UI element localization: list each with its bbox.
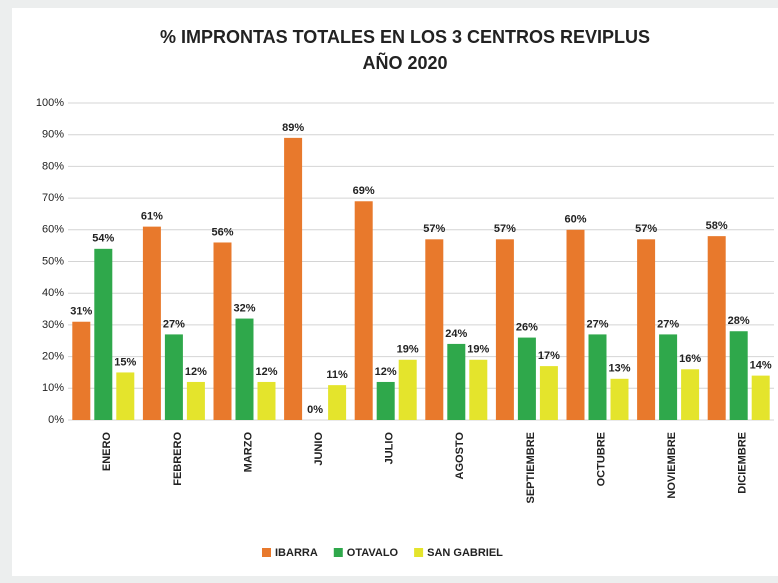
data-label: 61% — [141, 211, 163, 223]
bar — [588, 334, 607, 420]
x-tick-label: FEBRERO — [172, 432, 184, 486]
data-label: 32% — [233, 302, 255, 314]
bar — [284, 137, 303, 420]
y-tick-label: 80% — [42, 160, 64, 172]
legend-swatch — [333, 548, 343, 557]
bar — [610, 378, 629, 420]
x-tick-label: NOVIEMBRE — [666, 432, 678, 499]
bar — [566, 229, 585, 420]
data-label: 19% — [467, 344, 489, 356]
y-tick-label: 90% — [42, 129, 64, 141]
data-label: 19% — [397, 344, 419, 356]
bar — [164, 334, 183, 420]
data-label: 54% — [92, 233, 114, 245]
x-tick-label: JULIO — [384, 432, 396, 465]
data-label: 16% — [679, 353, 701, 365]
data-label: 28% — [728, 315, 750, 327]
data-label: 60% — [564, 214, 586, 226]
x-tick-label: ENERO — [101, 432, 113, 472]
data-label: 31% — [70, 306, 92, 318]
bar — [257, 381, 276, 420]
legend-label: OTAVALO — [347, 547, 399, 559]
bar — [637, 239, 656, 420]
bar — [398, 359, 417, 420]
bar — [539, 366, 558, 420]
data-label: 69% — [353, 185, 375, 197]
data-label: 13% — [608, 363, 630, 375]
data-label: 56% — [211, 226, 233, 238]
y-tick-label: 0% — [48, 414, 64, 426]
bar — [142, 226, 161, 420]
data-label: 89% — [282, 122, 304, 134]
x-tick-label: DICIEMBRE — [737, 432, 749, 494]
data-label: 27% — [657, 318, 679, 330]
x-tick-label: SEPTIEMBRE — [525, 432, 537, 504]
bar — [376, 381, 395, 420]
bar — [72, 321, 91, 420]
bar — [447, 343, 466, 420]
chart-background — [12, 8, 778, 576]
chart-title: AÑO 2020 — [362, 52, 447, 73]
bar — [213, 242, 232, 420]
bar — [681, 369, 700, 420]
bar — [354, 201, 373, 420]
bar — [495, 239, 514, 420]
y-tick-label: 50% — [42, 255, 64, 267]
data-label: 27% — [163, 318, 185, 330]
y-tick-label: 10% — [42, 382, 64, 394]
data-label: 0% — [307, 404, 323, 416]
y-tick-label: 40% — [42, 287, 64, 299]
data-label: 24% — [445, 328, 467, 340]
legend-label: IBARRA — [275, 547, 318, 559]
x-tick-label: AGOSTO — [454, 432, 466, 480]
chart-title: % IMPRONTAS TOTALES EN LOS 3 CENTROS REV… — [160, 27, 650, 47]
data-label: 11% — [326, 369, 348, 381]
y-tick-label: 20% — [42, 351, 64, 363]
data-label: 27% — [586, 318, 608, 330]
data-label: 15% — [114, 356, 136, 368]
data-label: 26% — [516, 321, 538, 333]
data-label: 12% — [375, 366, 397, 378]
bar — [729, 331, 748, 420]
bar — [116, 372, 135, 420]
y-tick-label: 70% — [42, 192, 64, 204]
bar — [94, 248, 113, 420]
legend-swatch — [414, 548, 424, 557]
bar — [186, 381, 205, 420]
bar — [707, 236, 726, 420]
data-label: 57% — [423, 223, 445, 235]
data-label: 14% — [750, 360, 772, 372]
data-label: 57% — [635, 223, 657, 235]
x-tick-label: JUNIO — [313, 432, 325, 466]
y-tick-label: 100% — [36, 97, 64, 109]
data-label: 17% — [538, 350, 560, 362]
x-tick-label: MARZO — [242, 432, 254, 473]
legend-label: SAN GABRIEL — [427, 547, 503, 559]
bar — [328, 385, 347, 420]
bar — [751, 375, 770, 420]
legend-swatch — [262, 548, 271, 557]
bar — [469, 359, 488, 420]
y-tick-label: 30% — [42, 319, 64, 331]
bar — [659, 334, 678, 420]
bar — [517, 337, 536, 420]
data-label: 12% — [255, 366, 277, 378]
x-tick-label: OCTUBRE — [595, 432, 607, 486]
data-label: 12% — [185, 366, 207, 378]
data-label: 57% — [494, 223, 516, 235]
y-tick-label: 60% — [42, 224, 64, 236]
data-label: 58% — [706, 220, 728, 232]
bar — [235, 318, 254, 420]
bar — [425, 239, 444, 420]
